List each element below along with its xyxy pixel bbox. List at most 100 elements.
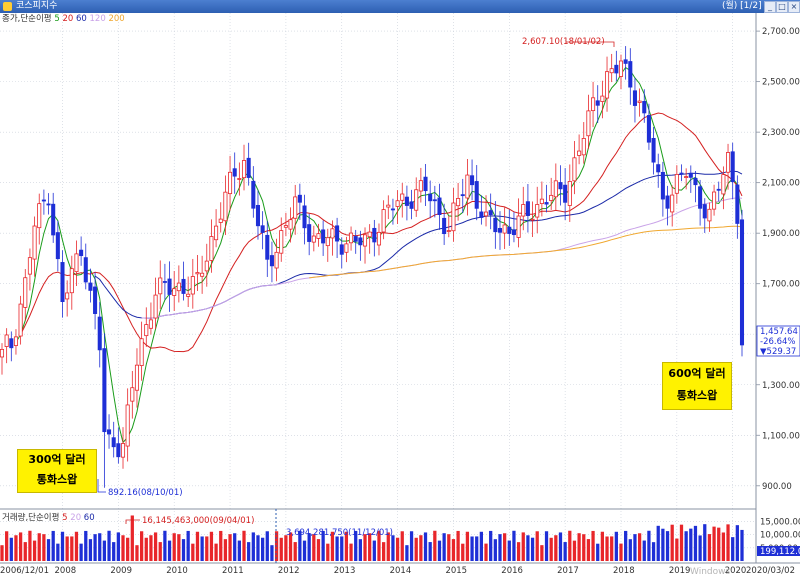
volume-bar <box>9 537 13 561</box>
close-button[interactable]: × <box>788 1 800 13</box>
candle-body <box>409 201 414 209</box>
volume-bar <box>126 537 130 561</box>
candle-body <box>502 224 507 234</box>
volume-bar <box>247 542 251 561</box>
date-tick-label: 2006/12/01 <box>0 566 49 576</box>
volume-bar <box>405 545 409 561</box>
candle-body <box>46 203 51 206</box>
candle-body <box>525 201 530 216</box>
candle-body <box>600 95 605 102</box>
volume-bar <box>153 532 158 561</box>
volume-tick-label: 10,000.00 <box>760 531 800 541</box>
kospi-chart[interactable]: 900.001,100.001,300.001,500.001,700.001,… <box>0 13 800 577</box>
volume-bar <box>507 540 511 561</box>
candle-body <box>739 219 745 346</box>
candle-body <box>721 174 726 195</box>
volume-bar <box>102 540 107 561</box>
page-indicator[interactable]: (월) [1/2] <box>722 1 762 11</box>
volume-bar <box>214 543 218 561</box>
volume-bar <box>14 535 18 561</box>
candle-body <box>386 204 391 208</box>
candle-body <box>251 180 256 209</box>
minimize-button[interactable]: _ <box>764 1 776 13</box>
volume-bar <box>712 526 716 561</box>
callout-600-swap: 600억 달러 통화스왑 <box>662 362 732 410</box>
candle-body <box>497 228 503 233</box>
volume-bar <box>344 531 349 561</box>
volume-bar <box>735 525 739 561</box>
candle-body <box>120 443 126 458</box>
legend-ma-60: 60 <box>73 14 87 24</box>
price-tick-label: 2,500.00 <box>762 78 800 88</box>
candle-body <box>13 336 18 346</box>
volume-bar <box>414 537 418 561</box>
candle-body <box>483 211 489 217</box>
volume-bar <box>335 536 339 561</box>
last-change-pct: -26.64% <box>760 337 795 347</box>
volume-bar <box>60 531 65 561</box>
volume-bar <box>139 531 144 561</box>
volume-bar <box>572 540 577 561</box>
candle-body <box>93 286 98 314</box>
volume-bar <box>470 536 474 561</box>
volume-bar <box>717 527 721 561</box>
volume-bar <box>731 537 735 561</box>
volume-bar <box>200 536 204 561</box>
price-tick-label: 2,700.00 <box>762 27 800 37</box>
candle-body <box>125 404 130 447</box>
candle-body <box>255 204 261 227</box>
volume-bar <box>568 530 572 561</box>
date-axis-ticks: 2006/12/01 2008 2009 2010 2011 2012 2013 2014 20… <box>0 566 795 576</box>
volume-bar <box>177 534 181 561</box>
volume-bar <box>256 535 260 561</box>
candle-body <box>232 168 237 177</box>
candle-body <box>674 173 679 194</box>
volume-bar <box>307 533 311 561</box>
volume-bar <box>130 515 134 561</box>
last-price-box <box>756 325 800 357</box>
volume-bar <box>186 530 190 561</box>
volume-bar <box>28 530 32 561</box>
volume-bar <box>386 532 390 561</box>
candle-body <box>311 235 316 243</box>
volume-bar <box>0 545 4 561</box>
candle-body <box>223 191 228 222</box>
volume-bar <box>647 530 651 561</box>
volume-bar <box>498 534 502 561</box>
candle-body <box>572 157 577 182</box>
candle-body <box>591 97 596 112</box>
volume-bar <box>209 531 214 561</box>
candle-body <box>511 229 516 236</box>
volume-bar <box>544 531 549 561</box>
candle-body <box>372 227 377 243</box>
restore-button[interactable]: □ <box>776 1 788 13</box>
volume-bar <box>582 534 586 561</box>
volume-bar <box>181 539 186 561</box>
volume-bar <box>642 540 646 561</box>
legend-ma-5: 5 <box>59 513 67 523</box>
volume-bar <box>98 533 102 561</box>
candle-body <box>162 281 167 283</box>
volume-bar <box>65 536 69 561</box>
volume-bar <box>600 531 605 561</box>
volume-bar <box>18 532 23 561</box>
volume-bar <box>219 530 223 561</box>
volume-bar <box>456 530 460 561</box>
candle-body <box>9 338 14 349</box>
volume-bar <box>233 533 237 561</box>
volume-bar <box>316 539 321 561</box>
candle-body <box>37 203 42 229</box>
vol-high-marker-line <box>125 519 140 524</box>
volume-bar <box>665 531 670 561</box>
candle-body <box>246 157 251 178</box>
date-tick-label: 2017 <box>557 566 579 576</box>
candle-body <box>200 272 205 277</box>
date-tick-label: 2010 <box>166 566 188 576</box>
volume-bar <box>116 532 120 561</box>
candle-body <box>172 288 177 296</box>
window-title: 코스피지수 <box>16 1 58 11</box>
candle-body <box>693 177 698 186</box>
volume-bar <box>689 528 693 561</box>
callout-left-line1: 300억 달러 <box>28 453 86 466</box>
volume-bar <box>428 542 432 561</box>
